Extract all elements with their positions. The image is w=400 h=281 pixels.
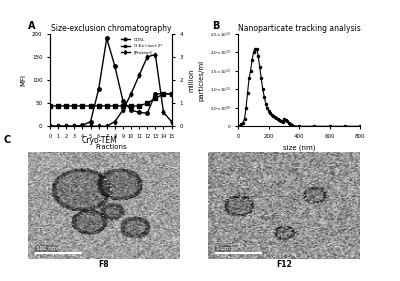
Cl:Ex+iso+2* [137, 104, 142, 108]
[Protein] [137, 74, 142, 77]
Line: [Protein]: [Protein] [48, 53, 173, 128]
Cl:Ex+iso+2* [129, 104, 134, 108]
CD5L [169, 92, 174, 96]
Title: Size-exclusion chromatography: Size-exclusion chromatography [50, 24, 171, 33]
CD5L [161, 92, 166, 96]
Cl:Ex+iso+2* [72, 104, 77, 108]
CD5L [112, 64, 117, 68]
Title: Nanoparticate tracking analysis: Nanoparticate tracking analysis [238, 24, 360, 33]
Cl:Ex+iso+2* [64, 104, 69, 108]
Cl:Ex+iso+2* [120, 104, 125, 108]
[Protein] [56, 124, 60, 128]
Text: 500 nm: 500 nm [36, 246, 57, 251]
CD5L [72, 124, 77, 128]
Y-axis label: MFI: MFI [20, 74, 26, 86]
Cl:Ex+iso+2* [145, 101, 150, 105]
[Protein] [96, 124, 101, 128]
CD5L [104, 37, 109, 40]
Line: Cl:Ex+iso+2*: Cl:Ex+iso+2* [48, 92, 173, 108]
Cl:Ex+iso+2* [88, 104, 93, 108]
Y-axis label: million: million [188, 68, 194, 92]
[Protein] [80, 124, 85, 128]
Text: 1 μm: 1 μm [216, 246, 230, 251]
CD5L [80, 124, 85, 127]
CD5L [153, 92, 158, 96]
X-axis label: Fractions: Fractions [95, 144, 126, 150]
[Protein] [64, 124, 69, 128]
[Protein] [120, 108, 125, 112]
[Protein] [88, 124, 93, 128]
Y-axis label: particles/ml: particles/ml [198, 59, 204, 101]
Cl:Ex+iso+2* [169, 92, 174, 96]
Text: F12: F12 [276, 260, 292, 269]
[Protein] [112, 120, 117, 123]
CD5L [64, 124, 69, 128]
[Protein] [48, 124, 52, 128]
[Protein] [72, 124, 77, 128]
Cl:Ex+iso+2* [80, 104, 85, 108]
[Protein] [129, 92, 134, 96]
Cl:Ex+iso+2* [161, 92, 166, 96]
[Protein] [104, 124, 109, 128]
Cl:Ex+iso+2* [112, 104, 117, 108]
Cl:Ex+iso+2* [48, 104, 52, 108]
[Protein] [161, 111, 166, 114]
Line: CD5L: CD5L [48, 37, 173, 128]
CD5L [96, 88, 101, 91]
CD5L [137, 111, 142, 114]
Cl:Ex+iso+2* [96, 104, 101, 108]
[Protein] [153, 53, 158, 56]
CD5L [48, 124, 52, 128]
Cl:Ex+iso+2* [56, 104, 60, 108]
Text: F8: F8 [99, 260, 109, 269]
Text: A: A [28, 21, 36, 31]
Cl:Ex+iso+2* [104, 104, 109, 108]
CD5L [129, 108, 134, 112]
CD5L [145, 112, 150, 115]
CD5L [56, 124, 60, 128]
[Protein] [145, 55, 150, 58]
X-axis label: size (nm): size (nm) [283, 144, 316, 151]
Text: C: C [4, 135, 11, 145]
Text: Cryo-TEM: Cryo-TEM [82, 136, 118, 145]
Legend: CD5L, Cl:Ex+iso+2*, [Protein]: CD5L, Cl:Ex+iso+2*, [Protein] [119, 36, 164, 56]
CD5L [88, 120, 93, 123]
CD5L [120, 99, 125, 103]
Cl:Ex+iso+2* [153, 97, 158, 100]
[Protein] [169, 120, 174, 123]
Text: B: B [212, 21, 219, 31]
